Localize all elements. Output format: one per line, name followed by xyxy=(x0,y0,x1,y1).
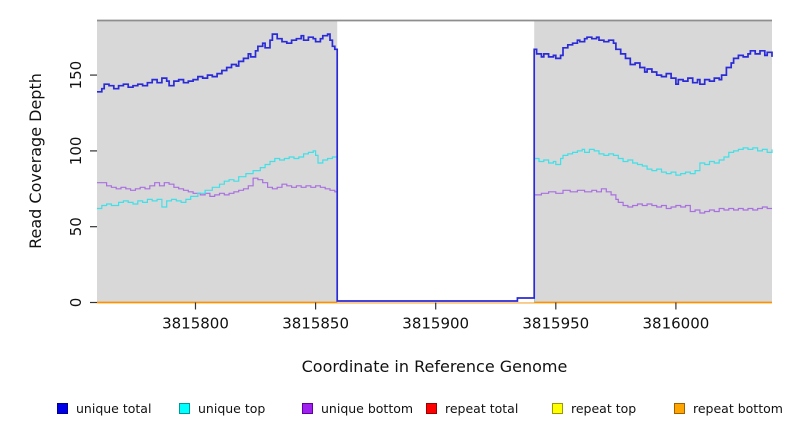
y-axis-title: Read Coverage Depth xyxy=(26,73,45,249)
y-tick-label: 0 xyxy=(67,298,85,308)
series-unique-bottom xyxy=(97,177,772,304)
series-unique-top xyxy=(97,147,773,304)
y-tick-label: 100 xyxy=(67,137,85,166)
x-axis-title: Coordinate in Reference Genome xyxy=(301,357,568,376)
x-tick-label: 3815850 xyxy=(282,315,349,333)
y-tick-label: 50 xyxy=(67,217,85,236)
x-tick-label: 3815900 xyxy=(402,315,469,333)
x-tick-label: 3816000 xyxy=(643,315,710,333)
y-tick-label: 150 xyxy=(67,61,85,90)
masked-region xyxy=(337,20,535,303)
x-tick-label: 3815950 xyxy=(522,315,589,333)
x-tick-label: 3815800 xyxy=(162,315,229,333)
series-unique-total xyxy=(97,33,773,302)
